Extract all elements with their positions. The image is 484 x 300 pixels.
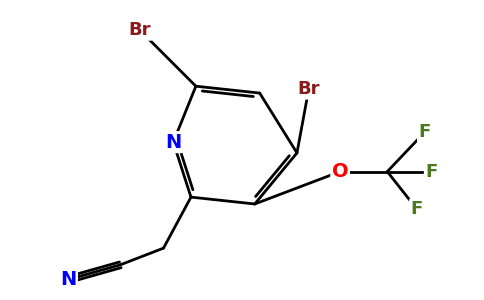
Text: F: F (425, 163, 438, 181)
Text: Br: Br (129, 21, 151, 39)
Text: F: F (419, 123, 431, 141)
Text: N: N (60, 270, 76, 289)
Text: O: O (332, 162, 348, 181)
Text: F: F (410, 200, 423, 218)
Text: Br: Br (298, 80, 320, 98)
Text: N: N (165, 133, 182, 152)
